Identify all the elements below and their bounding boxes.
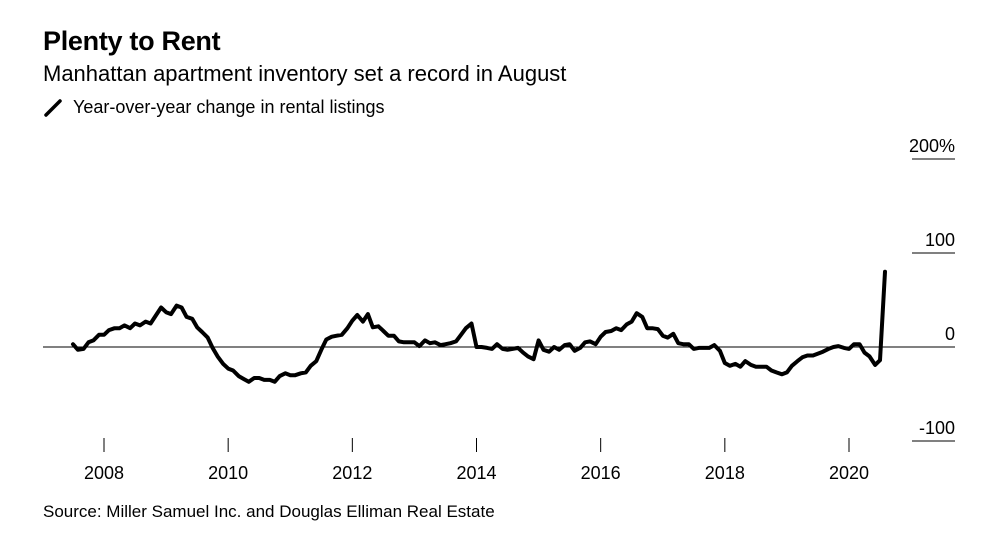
chart-title: Plenty to Rent	[43, 26, 221, 56]
series-line	[71, 269, 887, 384]
legend: Year-over-year change in rental listings	[43, 97, 385, 118]
x-tick-label: 2008	[84, 463, 124, 483]
y-tick-label: -100	[919, 418, 955, 438]
x-tick-label: 2010	[208, 463, 248, 483]
source-note: Source: Miller Samuel Inc. and Douglas E…	[43, 502, 495, 521]
x-tick-label: 2012	[332, 463, 372, 483]
x-tick-label: 2018	[705, 463, 745, 483]
legend-line-icon	[44, 98, 62, 117]
legend-label: Year-over-year change in rental listings	[73, 97, 385, 117]
x-tick-label: 2014	[456, 463, 496, 483]
chart-subtitle: Manhattan apartment inventory set a reco…	[43, 61, 567, 86]
x-tick-label: 2020	[829, 463, 869, 483]
y-tick-label: 100	[925, 230, 955, 250]
y-tick-label: 200%	[909, 136, 955, 156]
y-tick-label: 0	[945, 324, 955, 344]
x-tick-label: 2016	[581, 463, 621, 483]
